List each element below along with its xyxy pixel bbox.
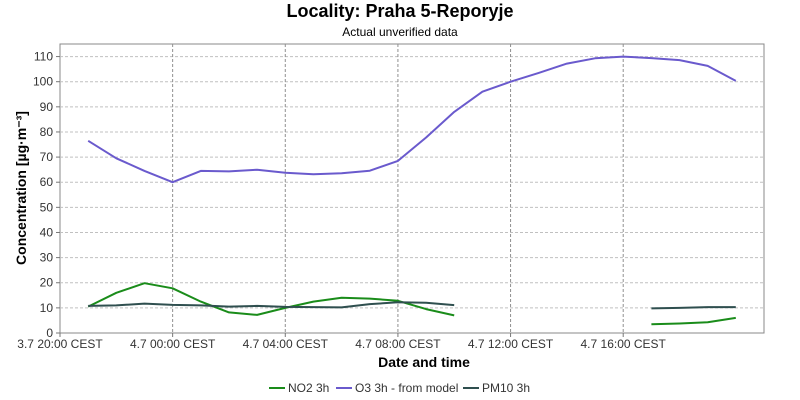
y-tick-label: 80 (40, 125, 54, 139)
series-line (88, 301, 736, 310)
y-tick-label: 60 (40, 175, 54, 189)
x-axis-label: Date and time (378, 354, 470, 370)
x-axis: 3.7 20:00 CEST 4.7 00:00 CEST 4.7 04:00 CE… (17, 333, 667, 351)
y-tick-label: 50 (40, 200, 54, 214)
legend-label: NO2 3h (288, 381, 329, 395)
y-tick-label: 10 (40, 301, 54, 315)
x-tick-label: 4.7 04:00 CEST (243, 337, 329, 351)
y-axis: 0 10 20 30 40 50 60 70 80 90 100 110 (33, 50, 60, 340)
series-lines (87, 55, 737, 326)
chart-title: Locality: Praha 5-Reporyje (286, 1, 513, 21)
series-1 (87, 282, 736, 326)
x-tick-label: 4.7 12:00 CEST (468, 337, 554, 351)
plot-area (59, 43, 765, 334)
series-line (87, 282, 736, 326)
chart-subtitle: Actual unverified data (342, 25, 458, 39)
y-tick-label: 110 (34, 50, 53, 64)
y-axis-label: Concentration [µg·m⁻³] (13, 111, 29, 265)
y-tick-label: 90 (40, 100, 54, 114)
x-tick-label: 3.7 20:00 CEST (17, 337, 103, 351)
legend-item: NO2 3h (269, 381, 329, 395)
series-line (87, 55, 737, 184)
x-tick-label: 4.7 00:00 CEST (130, 337, 216, 351)
legend-item: O3 3h - from model (336, 381, 458, 395)
legend-item: PM10 3h (463, 381, 530, 395)
y-tick-label: 30 (40, 251, 54, 265)
x-tick-label: 4.7 16:00 CEST (581, 337, 667, 351)
legend-label: PM10 3h (482, 381, 530, 395)
legend: NO2 3h O3 3h - from model PM10 3h (269, 381, 530, 395)
legend-label: O3 3h - from model (355, 381, 458, 395)
x-tick-label: 4.7 08:00 CEST (355, 337, 441, 351)
y-tick-label: 40 (40, 225, 54, 239)
series-3 (88, 301, 736, 310)
y-tick-label: 20 (40, 276, 54, 290)
gridlines (60, 44, 764, 333)
y-tick-label: 0 (46, 326, 53, 340)
series-2 (87, 55, 737, 184)
y-tick-label: 100 (33, 75, 53, 89)
y-tick-label: 70 (40, 150, 54, 164)
